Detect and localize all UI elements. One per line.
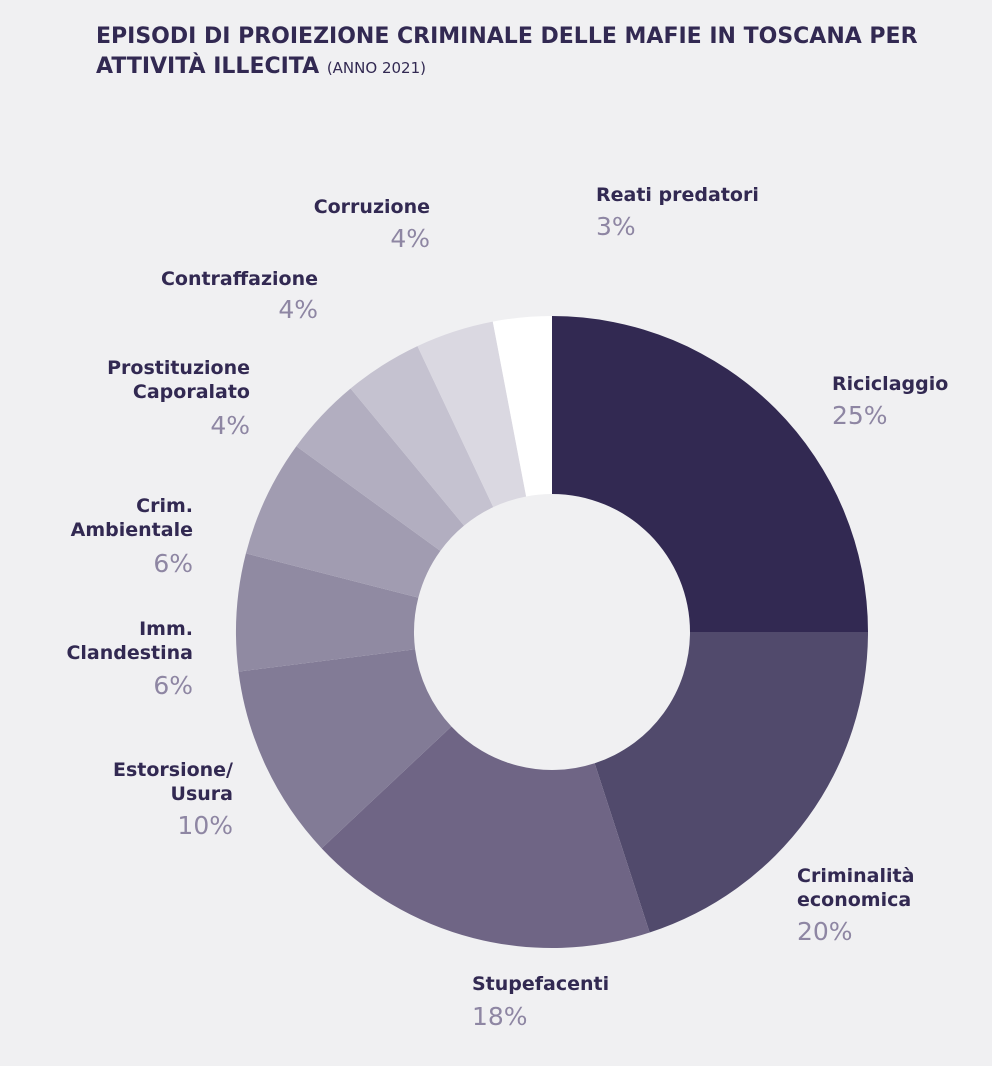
value-label: 20%: [797, 917, 853, 946]
donut-slice: [417, 321, 527, 508]
donut-slice: [321, 726, 650, 948]
donut-slice: [245, 446, 441, 598]
category-label: Prostituzione Caporalato: [107, 357, 250, 403]
value-label: 6%: [153, 671, 193, 700]
category-label: Estorsione/ Usura: [112, 759, 233, 805]
value-label: 4%: [210, 411, 250, 440]
category-label: Riciclaggio: [832, 373, 949, 395]
donut-slice: [492, 316, 552, 497]
value-label: 25%: [832, 401, 888, 430]
donut-slice: [350, 346, 494, 526]
category-label: Stupefacenti: [472, 973, 610, 995]
donut-slice: [552, 316, 868, 632]
value-label: 18%: [472, 1002, 528, 1031]
value-label: 6%: [153, 549, 193, 578]
donut-slice: [594, 632, 868, 933]
donut-slice: [296, 388, 465, 551]
category-label: Crim. Ambientale: [70, 495, 193, 541]
donut-slice: [238, 649, 452, 849]
category-label: Reati predatori: [596, 184, 759, 206]
value-label: 4%: [390, 224, 430, 253]
category-label: Contraffazione: [160, 268, 318, 290]
title-text: EPISODI DI PROIEZIONE CRIMINALE DELLE MA…: [96, 24, 918, 79]
category-label: Criminalità economica: [797, 865, 915, 911]
chart-title: EPISODI DI PROIEZIONE CRIMINALE DELLE MA…: [96, 22, 956, 83]
category-label: Imm. Clandestina: [66, 618, 193, 664]
value-label: 10%: [177, 811, 233, 840]
value-label: 4%: [278, 295, 318, 324]
value-label: 3%: [596, 212, 636, 241]
chart-subtitle: (ANNO 2021): [326, 59, 426, 77]
category-label: Corruzione: [313, 196, 430, 218]
donut-slice: [236, 553, 419, 672]
